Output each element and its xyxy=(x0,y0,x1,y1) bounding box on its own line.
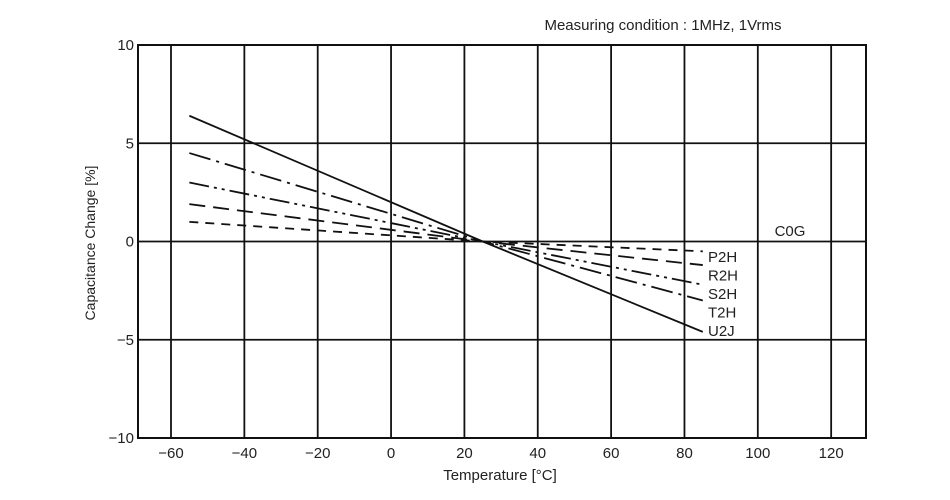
y-tick-label: 10 xyxy=(117,37,134,54)
series-lines xyxy=(188,114,704,333)
y-tick-label: −10 xyxy=(109,430,134,447)
grid xyxy=(137,44,867,439)
x-tick-label: 40 xyxy=(529,445,546,462)
x-tick-label: 80 xyxy=(676,445,693,462)
x-tick-label: −20 xyxy=(305,445,330,462)
c0g-annotation: C0G xyxy=(775,223,806,240)
x-axis-label: Temperature [°C] xyxy=(443,467,557,484)
series-label-t2h: T2H xyxy=(708,305,736,322)
y-axis-label: Capacitance Change [%] xyxy=(82,166,98,321)
series-label-p2h: P2H xyxy=(708,249,737,266)
series-label-s2h: S2H xyxy=(708,286,737,303)
y-tick-label: 0 xyxy=(126,234,134,251)
x-tick-label: −60 xyxy=(158,445,183,462)
series-label-u2j: U2J xyxy=(708,323,735,340)
x-tick-label: 20 xyxy=(456,445,473,462)
y-tick-label: 5 xyxy=(126,135,134,152)
x-tick-label: 100 xyxy=(745,445,770,462)
series-line-t2h xyxy=(189,152,704,302)
x-tick-label: 60 xyxy=(603,445,620,462)
series-line-u2j xyxy=(188,114,704,333)
chart-title: Measuring condition : 1MHz, 1Vrms xyxy=(544,17,781,34)
series-line-p2h xyxy=(189,220,703,253)
x-tick-label: −40 xyxy=(232,445,257,462)
series-line-s2h xyxy=(189,181,703,286)
x-tick-label: 0 xyxy=(387,445,395,462)
series-label-r2h: R2H xyxy=(708,268,738,285)
y-tick-label: −5 xyxy=(117,332,134,349)
tick-labels: −60 −40 −20 0 20 40 60 80 100 120 −10 −5 0 5 10 xyxy=(109,37,844,462)
x-tick-label: 120 xyxy=(819,445,844,462)
